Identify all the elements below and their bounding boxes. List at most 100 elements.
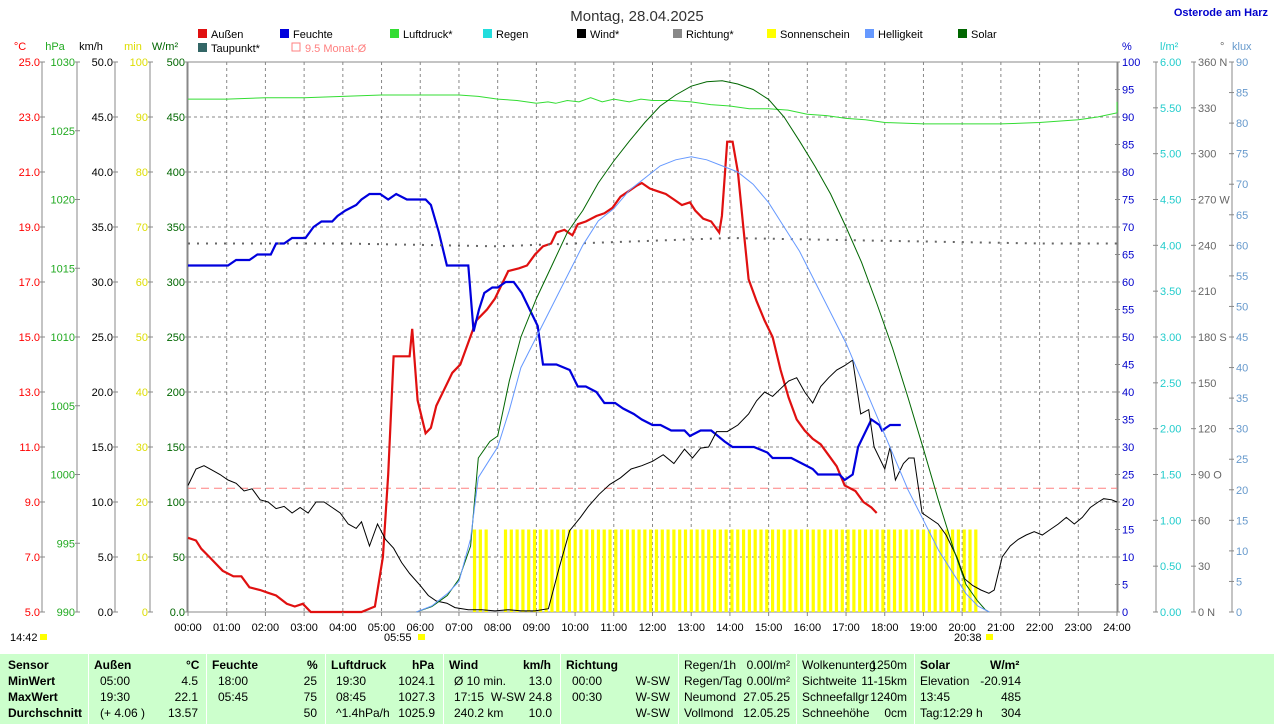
sunshine-bar (654, 529, 659, 612)
legend-swatch (390, 29, 399, 38)
time-tick-label: 10:00 (561, 622, 589, 634)
sunshine-bar (817, 529, 821, 612)
legend-label: Außen (211, 29, 243, 41)
richtung-header: Richtung (566, 658, 618, 672)
axis-tick-label: 11.0 (19, 442, 40, 454)
sunshine-bar (962, 529, 966, 612)
axis-tick-label: 60 (1122, 277, 1134, 289)
sunshine-bar (550, 529, 554, 612)
sunshine-bar (834, 529, 839, 612)
sunshine-bar (701, 529, 705, 612)
sunshine-bar (950, 529, 955, 612)
sunshine-bar (478, 529, 482, 612)
axis-tick-label: 35.0 (92, 222, 113, 234)
axis-unit: km/h (79, 41, 103, 53)
axis-tick-label: 60 (136, 277, 148, 289)
axis-unit: % (1122, 41, 1132, 53)
wind-time: Ø 10 min. (454, 674, 507, 688)
aussen-unit: °C (186, 658, 200, 672)
sunshine-bar (823, 529, 827, 612)
sunshine-bar (770, 529, 775, 612)
axis-tick-label: 1.00 (1160, 515, 1181, 527)
aussen-value: 4.5 (181, 674, 198, 688)
luftdruck-header: Luftdruck (331, 658, 387, 672)
time-tick-label: 02:00 (252, 622, 280, 634)
sunshine-bar (776, 529, 781, 612)
axis-tick-label: 250 (167, 332, 185, 344)
axis-tick-label: 80 (1236, 118, 1248, 130)
time-tick-label: 00:00 (174, 622, 202, 634)
time-tick-label: 01:00 (213, 622, 241, 634)
axis-tick-label: 100 (130, 57, 148, 69)
axis-tick-label: 330 (1198, 103, 1216, 115)
sunshine-bar (567, 529, 571, 612)
axis-tick-label: 1030 (51, 57, 75, 69)
axis-tick-label: 30.0 (92, 277, 113, 289)
wind-time: 17:15 (454, 690, 485, 704)
axis-tick-label: 15 (1236, 515, 1248, 527)
axis-tick-label: 70 (136, 222, 148, 234)
axis-tick-label: 450 (167, 112, 185, 124)
axis-tick-label: 10 (1236, 546, 1248, 558)
legend-label: Solar (971, 29, 997, 41)
axis-tick-label: 1015 (51, 263, 75, 275)
axis-tick-label: 45.0 (92, 112, 113, 124)
axis-tick-label: 270 W (1198, 195, 1230, 207)
aussen-header: Außen (94, 658, 132, 672)
sunshine-bar (782, 529, 786, 612)
sunshine-bar (910, 529, 914, 612)
axis-tick-label: 10 (1122, 552, 1134, 564)
axis-tick-label: 350 (167, 222, 185, 234)
axis-tick-label: 25.0 (92, 332, 113, 344)
axis-tick-label: 1025 (51, 126, 75, 138)
misc-key: Regen/Tag (684, 674, 743, 688)
axis-unit: ° (1220, 41, 1224, 53)
sunshine-bar (556, 529, 560, 612)
sunshine-bar (596, 529, 601, 612)
sunshine-bar (863, 529, 868, 612)
wind-value: 10.0 (528, 706, 552, 720)
axis-tick-label: 1.50 (1160, 470, 1181, 482)
axis-unit: min (124, 41, 142, 53)
wind-value: W-SW 24.8 (490, 690, 552, 704)
axis-tick-label: 40 (136, 387, 148, 399)
sunshine-bar (660, 529, 664, 612)
axis-tick-label: 0.00 (1160, 607, 1181, 619)
time-tick-label: 07:00 (445, 622, 473, 634)
row-label: MaxWert (8, 690, 58, 704)
sunshine-bar (927, 529, 931, 612)
misc-value: 1240m (870, 690, 907, 704)
legend-swatch (198, 43, 207, 52)
sun-marker (986, 634, 993, 640)
axis-tick-label: 80 (136, 167, 148, 179)
axis-unit: °C (14, 41, 26, 53)
solar-key: Tag:12:29 h (920, 706, 983, 720)
axis-tick-label: 50 (1122, 332, 1134, 344)
data-lines (187, 80, 1118, 614)
sunshine-bar (527, 529, 531, 612)
misc-value: 0.00l/m² (746, 674, 790, 688)
station-name: Osterode am Harz (1174, 7, 1269, 19)
axis-tick-label: 90 O (1198, 470, 1222, 482)
axis-tick-label: 180 S (1198, 332, 1227, 344)
luftdruck-unit: hPa (412, 658, 435, 672)
misc-value: 11-15km (861, 674, 907, 688)
sunshine-bar (846, 529, 850, 612)
axis-tick-label: 5.50 (1160, 103, 1181, 115)
solar-key: Elevation (920, 674, 970, 688)
sunshine-bar (585, 529, 589, 612)
wind-time: 240.2 km (454, 706, 504, 720)
axis-tick-label: 80 (1122, 167, 1134, 179)
series-wind (187, 359, 1118, 612)
sunshine-bar (916, 529, 920, 612)
axis-tick-label: 50.0 (92, 57, 113, 69)
axis-tick-label: 50 (173, 552, 185, 564)
axis-tick-label: 120 (1198, 424, 1216, 436)
sunshine-bar (945, 529, 949, 612)
sunshine-bar (591, 529, 595, 612)
legend-label: Sonnenschein (780, 29, 850, 41)
axis-tick-label: 90 (136, 112, 148, 124)
axis-tick-label: 50 (1236, 301, 1248, 313)
row-label: MinWert (8, 674, 56, 688)
axis-tick-label: 20 (1122, 497, 1134, 509)
